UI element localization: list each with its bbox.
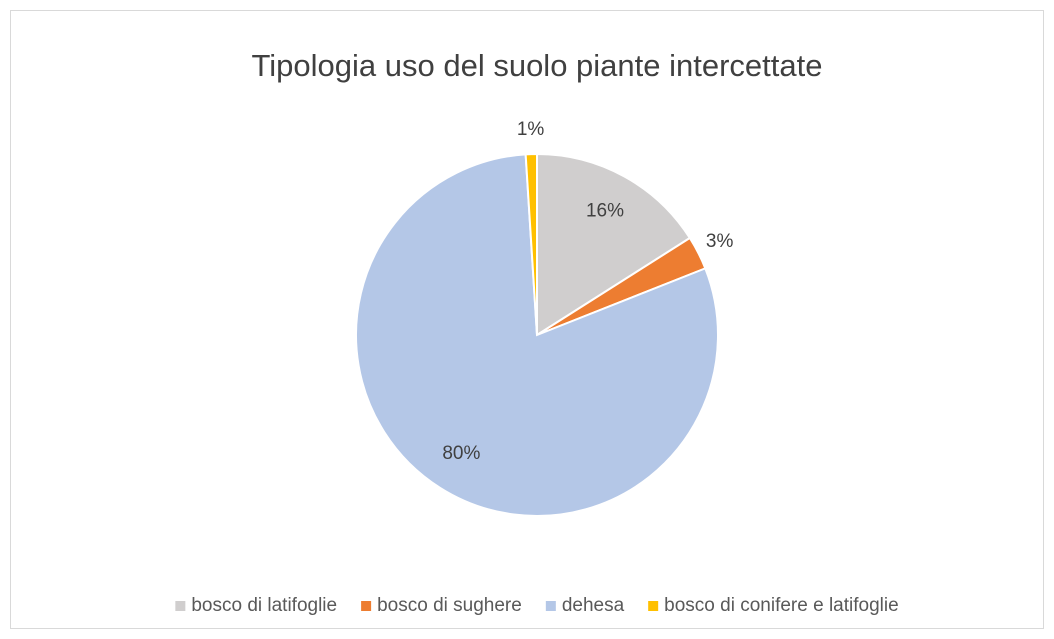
pie-slice [524,152,538,336]
legend-label: bosco di conifere e latifoglie [664,595,898,616]
pie-slice [536,152,692,337]
legend-label: bosco di latifoglie [191,595,337,616]
legend-swatch [648,601,659,611]
legend-swatch [361,601,372,611]
legend-label: dehesa [562,595,625,616]
pie-slice [355,153,719,517]
data-label: 80% [442,443,480,464]
legend-label: bosco di sughere [377,595,522,616]
data-label: 1% [517,119,545,140]
legend-swatch [545,601,556,611]
data-label: 3% [706,231,734,252]
data-label: 16% [586,200,624,221]
chart-title: Tipologia uso del suolo piante intercett… [251,48,822,83]
legend-swatch [175,601,186,611]
